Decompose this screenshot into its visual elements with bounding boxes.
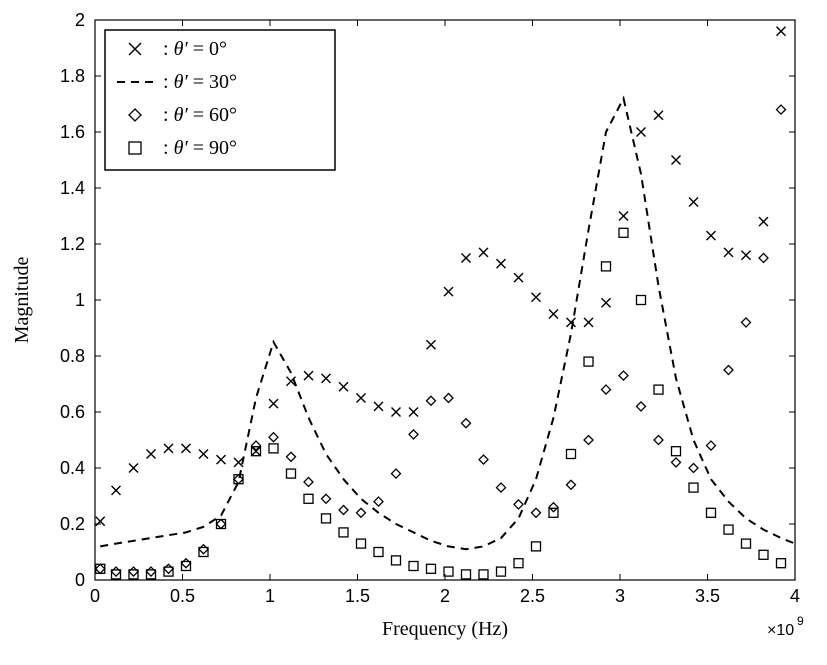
x-tick-label: 2.5 [520,586,545,606]
y-tick-label: 2 [75,10,85,30]
legend-entry-label: : θ′ = 0° [163,38,227,60]
x-tick-label: 3 [615,586,625,606]
legend: : θ′ = 0° : θ′ = 30° : θ′ = 60° : θ′ = 90° [105,30,335,170]
y-tick-label: 0 [75,570,85,590]
chart-svg: 0 0.5 1 1.5 2 2.5 3 3.5 4 0 0.2 0.4 0.6 0.8 1 1.2 1.4 1.6… [0,0,827,665]
x-tick-label: 2 [440,586,450,606]
svg-text:×10: ×10 [767,622,794,639]
y-tick-label: 1.6 [60,122,85,142]
legend-entry-label: : θ′ = 90° [163,137,237,159]
x-tick-label: 3.5 [695,586,720,606]
y-tick-label: 0.6 [60,402,85,422]
x-tick-label: 4 [790,586,800,606]
x-tick-label: 0 [90,586,100,606]
y-tick-label: 0.8 [60,346,85,366]
y-tick-label: 0.2 [60,514,85,534]
x-tick-label: 0.5 [170,586,195,606]
x-axis-label: Frequency (Hz) [382,618,508,640]
y-axis-label: Magnitude [11,257,33,344]
x-tick-label: 1.5 [345,586,370,606]
y-tick-label: 1.8 [60,66,85,86]
y-tick-label: 0.4 [60,458,85,478]
y-tick-label: 1.4 [60,178,85,198]
legend-entry-label: : θ′ = 30° [163,71,237,93]
y-tick-label: 1 [75,290,85,310]
x-tick-label: 1 [265,586,275,606]
svg-text:9: 9 [797,614,804,628]
y-tick-label: 1.2 [60,234,85,254]
chart-container: 0 0.5 1 1.5 2 2.5 3 3.5 4 0 0.2 0.4 0.6 0.8 1 1.2 1.4 1.6… [0,0,827,665]
legend-entry-label: : θ′ = 60° [163,104,237,126]
